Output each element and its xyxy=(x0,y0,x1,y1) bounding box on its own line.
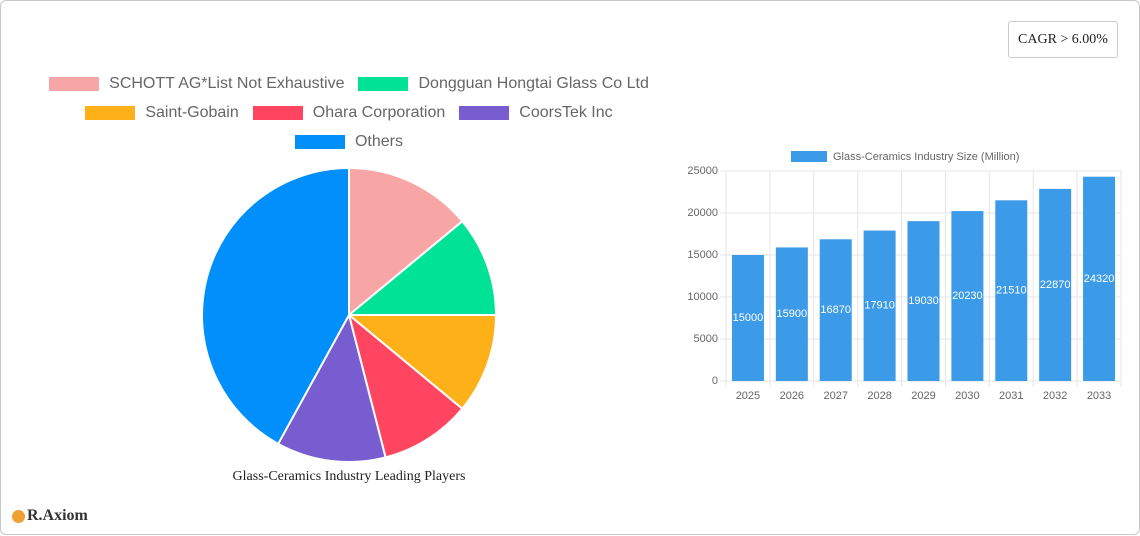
pie-slice xyxy=(346,219,498,316)
bar-value-label: 21510 xyxy=(996,285,1027,297)
legend-label: CoorsTek Inc xyxy=(519,104,613,121)
bar-value-label: 16870 xyxy=(820,304,851,316)
x-tick-label: 2028 xyxy=(867,390,891,402)
y-tick-label: 5000 xyxy=(694,333,718,345)
x-tick-label: 2033 xyxy=(1087,390,1111,402)
bar xyxy=(731,255,764,381)
y-tick-label: 10000 xyxy=(687,291,718,303)
legend-label: SCHOTT AG*List Not Exhaustive xyxy=(109,75,345,92)
pie-slice xyxy=(348,166,464,318)
legend-swatch xyxy=(459,106,510,120)
y-tick-label: 20000 xyxy=(687,207,718,219)
legend-label: Ohara Corporation xyxy=(312,104,446,121)
x-tick-label: 2026 xyxy=(780,390,804,402)
x-tick-label: 2025 xyxy=(736,390,760,402)
pie-slice xyxy=(276,312,387,463)
cagr-badge: CAGR > 6.00% xyxy=(1008,21,1118,58)
logo-text: R.Axiom xyxy=(27,507,88,524)
legend-swatch xyxy=(252,106,303,120)
legend-swatch xyxy=(85,106,136,120)
bar-value-label: 17910 xyxy=(864,300,895,312)
x-tick-label: 2031 xyxy=(999,390,1023,402)
bar-value-label: 24320 xyxy=(1084,273,1115,285)
bar-value-label: 19030 xyxy=(908,295,939,307)
bar xyxy=(819,239,852,381)
bar xyxy=(863,230,896,381)
legend-label: Others xyxy=(354,133,403,150)
pie-slice xyxy=(201,166,350,446)
x-tick-label: 2032 xyxy=(1043,390,1067,402)
bar-value-label: 20230 xyxy=(952,290,983,302)
pie-title: Glass-Ceramics Industry Leading Players xyxy=(233,469,466,484)
y-tick-label: 0 xyxy=(712,375,718,387)
logo: R.Axiom xyxy=(12,507,88,525)
bar xyxy=(775,247,808,381)
bar-value-label: 22870 xyxy=(1040,279,1071,291)
pie-legend: SCHOTT AG*List Not Exhaustive Dongguan Ho… xyxy=(29,74,669,152)
legend-item: Others xyxy=(294,132,403,152)
logo-icon xyxy=(12,509,25,523)
bar xyxy=(1083,176,1116,381)
x-tick-label: 2029 xyxy=(911,390,935,402)
bar xyxy=(951,211,984,381)
y-tick-label: 25000 xyxy=(687,165,718,177)
bar xyxy=(907,221,940,381)
bar xyxy=(1039,188,1072,381)
bar-value-label: 15900 xyxy=(777,308,808,320)
legend-item: CoorsTek Inc xyxy=(459,103,613,123)
legend-swatch xyxy=(791,151,827,162)
legend-item: Saint-Gobain xyxy=(85,103,239,123)
legend-swatch xyxy=(49,77,100,91)
legend-item: Dongguan Hongtai Glass Co Ltd xyxy=(358,74,649,94)
legend-item: Ohara Corporation xyxy=(252,103,446,123)
x-tick-label: 2030 xyxy=(955,390,979,402)
pie-slice xyxy=(346,314,498,411)
legend-label: Saint-Gobain xyxy=(145,104,239,121)
bar xyxy=(995,200,1028,381)
legend-swatch xyxy=(294,135,345,149)
legend-label: Glass-Ceramics Industry Size (Million) xyxy=(833,151,1019,163)
legend-swatch xyxy=(358,77,409,91)
x-tick-label: 2027 xyxy=(823,390,847,402)
legend-item: SCHOTT AG*List Not Exhaustive xyxy=(49,74,344,94)
y-tick-label: 15000 xyxy=(687,249,718,261)
legend-label: Dongguan Hongtai Glass Co Ltd xyxy=(418,75,649,92)
bar-value-label: 15000 xyxy=(733,312,764,324)
